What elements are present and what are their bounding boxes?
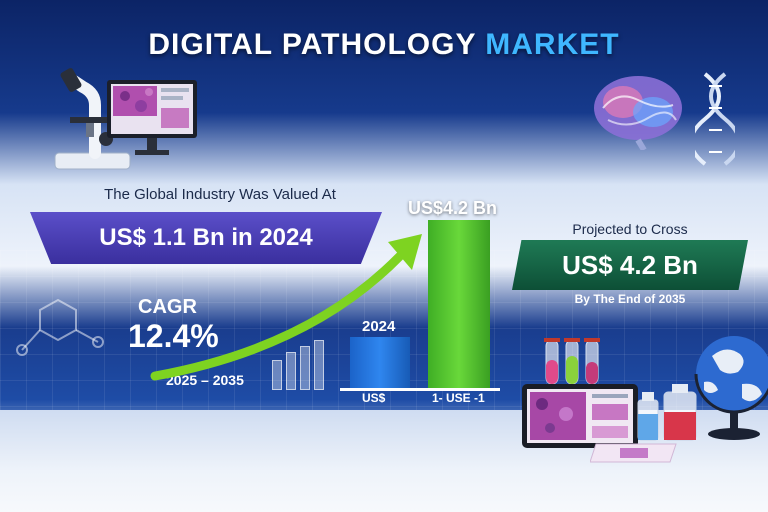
bar-baseline [340, 388, 500, 391]
cagr-label: CAGR [138, 296, 197, 318]
bar-2024 [350, 337, 410, 389]
projected-banner: US$ 4.2 Bn [512, 240, 748, 290]
cagr-value: 12.4% [128, 318, 219, 354]
bottles-icon [637, 384, 697, 441]
growth-arrow-icon [150, 234, 422, 381]
decor-bar [300, 346, 310, 390]
test-tubes-icon [544, 338, 600, 385]
title-main: DIGITAL PATHOLOGY [148, 28, 476, 61]
tablet-icon [522, 384, 638, 448]
decor-bar [286, 352, 296, 390]
decor-bar [272, 360, 282, 390]
bar-top-label: US$4.2 Bn [408, 198, 498, 218]
molecule-icon [16, 298, 104, 356]
axis-label-right: 1- USE -1 [432, 391, 485, 405]
decor-bar [314, 340, 324, 390]
globe-icon [694, 336, 768, 440]
valued-banner: US$ 1.1 Bn in 2024 [30, 212, 382, 264]
dna-icon [695, 72, 735, 166]
slide-icon [590, 443, 677, 463]
projected-subtext: By The End of 2035 [574, 292, 686, 306]
valued-intro-text: The Global Industry Was Valued At [104, 186, 336, 203]
title-accent: MARKET [485, 28, 620, 61]
bar-2035 [428, 220, 490, 389]
brain-icon [594, 76, 682, 150]
projected-intro-text: Projected to Cross [572, 221, 688, 237]
bar-small-label: 2024 [362, 318, 396, 335]
valued-amount: US$ 1.1 Bn in 2024 [99, 224, 313, 251]
monitor-icon [107, 80, 197, 155]
axis-label-left: US$ [362, 391, 386, 405]
projected-amount: US$ 4.2 Bn [562, 250, 698, 280]
page-title: DIGITAL PATHOLOGY MARKET [0, 28, 768, 62]
cagr-period: 2025 – 2035 [166, 372, 244, 388]
